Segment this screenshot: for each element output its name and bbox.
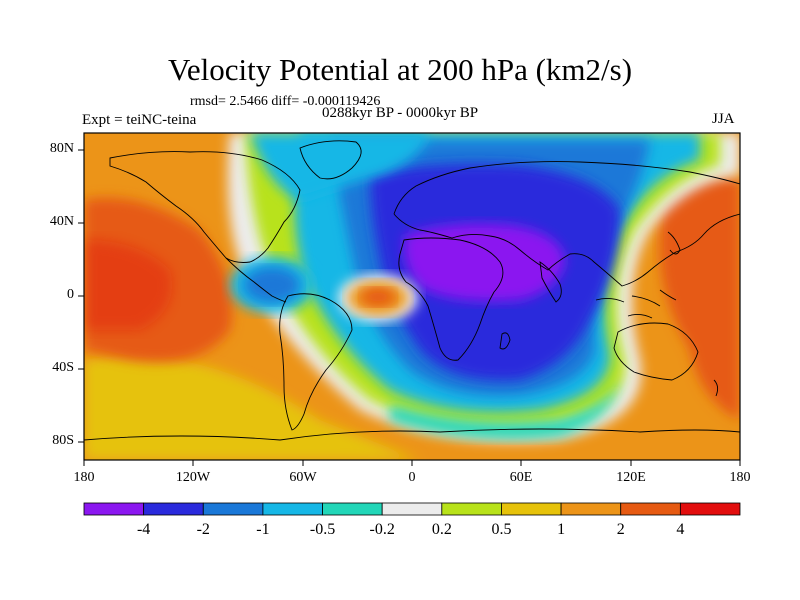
- colorbar-swatch: [441, 502, 502, 516]
- lon-label-120w: 120W: [175, 470, 211, 485]
- lon-label-60e: 60E: [509, 470, 533, 485]
- coastlines: [84, 140, 740, 441]
- colorbar-label: 2: [616, 521, 625, 538]
- coast-eurasia: [393, 161, 740, 287]
- coast-australia: [613, 322, 699, 381]
- field-red-east: [660, 176, 740, 420]
- colorbar-swatch: [322, 502, 383, 516]
- lon-label-180w: 180: [73, 470, 95, 485]
- coast-south-america: [279, 293, 353, 431]
- field-southern-teal: [390, 380, 620, 439]
- lat-label-0: 0: [67, 287, 74, 302]
- coast-india: [539, 261, 562, 303]
- coast-maritime-continent: [595, 289, 677, 319]
- colorbar-label: -0.2: [369, 521, 395, 538]
- plot-title: Velocity Potential at 200 hPa (km2/s): [167, 52, 633, 87]
- colorbar-label: -2: [196, 521, 210, 538]
- lon-label-60w: 60W: [289, 470, 317, 485]
- colorbar: [83, 502, 741, 516]
- colorbar-swatch: [262, 502, 323, 516]
- colorbar-swatch: [620, 502, 681, 516]
- colorbar-swatch: [501, 502, 562, 516]
- colorbar-swatch: [202, 502, 264, 516]
- coast-antarctica: [84, 428, 740, 441]
- field-purple-core: [404, 223, 565, 302]
- lon-label-120e: 120E: [616, 470, 646, 485]
- experiment-label: Expt = teiNC-teina: [82, 112, 197, 128]
- colorbar-label: 1: [557, 521, 566, 538]
- axis-ticks: [78, 149, 741, 466]
- stats-text: rmsd= 2.5466 diff= -0.000119426: [190, 94, 381, 109]
- velocity-potential-field: [84, 133, 740, 460]
- lat-label-80n: 80N: [49, 141, 74, 156]
- colorbar-swatch: [560, 502, 622, 516]
- colorbar-label: 0.2: [431, 521, 452, 538]
- coast-africa: [398, 237, 504, 361]
- coast-japan: [667, 231, 681, 255]
- colorbar-label: -1: [256, 521, 270, 538]
- period-label: 0288kyr BP - 0000kyr BP: [322, 105, 479, 121]
- colorbar-swatch: [381, 502, 443, 516]
- lat-label-80s: 80S: [52, 433, 74, 448]
- colorbar-swatch: [83, 502, 145, 516]
- lon-label-0: 0: [408, 470, 416, 485]
- lat-label-40s: 40S: [52, 360, 74, 375]
- lat-label-40n: 40N: [49, 214, 74, 229]
- coast-north-america: [109, 151, 301, 263]
- coast-greenland: [299, 140, 362, 180]
- coast-madagascar: [499, 332, 511, 350]
- colorbar-swatch: [679, 502, 741, 516]
- colorbar-label: 0.5: [491, 521, 512, 538]
- colorbar-label: -0.5: [309, 521, 336, 538]
- lon-label-180e: 180: [729, 470, 751, 485]
- colorbar-label: -4: [136, 521, 151, 538]
- field-atlantic-red: [361, 288, 395, 306]
- coast-central-america: [225, 257, 287, 303]
- field-red-core-west: [84, 240, 172, 330]
- colorbar-label: 4: [676, 521, 685, 538]
- field-caribbean-blue: [244, 267, 300, 303]
- colorbar-swatch: [143, 502, 204, 516]
- season-label: JJA: [712, 111, 735, 127]
- coast-new-zealand: [713, 379, 719, 397]
